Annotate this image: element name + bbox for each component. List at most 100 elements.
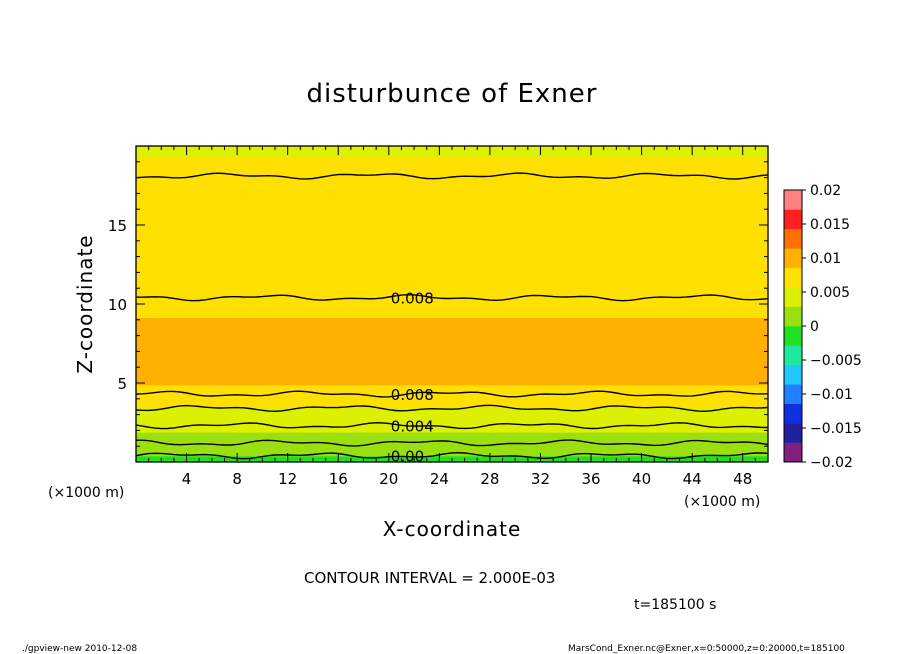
colorbar-swatch <box>784 248 802 269</box>
colorbar-swatch <box>784 267 802 288</box>
field-cell <box>136 374 768 378</box>
field-cell <box>136 343 768 346</box>
colorbar-swatch <box>784 403 802 424</box>
field-cell <box>136 258 768 261</box>
field-cell <box>136 246 768 249</box>
field-cell <box>136 424 768 427</box>
colorbar-swatch <box>784 345 802 366</box>
field-cell <box>136 402 768 406</box>
x-tick-label: 40 <box>632 470 651 488</box>
field-cell <box>136 187 768 190</box>
field-cell <box>136 341 768 344</box>
field-cell <box>136 173 768 176</box>
field-cell <box>136 276 768 279</box>
field-cell <box>136 183 768 186</box>
field-cell <box>136 260 768 263</box>
plot-area <box>136 145 768 463</box>
x-axis-label: X-coordinate <box>383 517 522 541</box>
colorbar-swatch <box>784 190 802 210</box>
field-cell <box>136 443 768 447</box>
colorbar-tick-label: 0.02 <box>810 183 841 199</box>
field-cell <box>136 355 768 358</box>
field-cell <box>136 287 768 291</box>
field-cell <box>136 171 768 174</box>
field-cell <box>136 390 768 394</box>
field-cell <box>136 309 768 313</box>
colorbar-swatch <box>784 287 802 307</box>
colorbar-tick-label: 0.015 <box>810 217 850 233</box>
field-cell <box>136 432 768 435</box>
contour-line <box>136 293 769 302</box>
colorbar-tick-label: −0.005 <box>810 353 862 369</box>
field-cell <box>136 345 768 348</box>
field-cell <box>136 325 768 328</box>
field-cell <box>136 438 768 441</box>
contour-line <box>135 390 769 398</box>
field-cell <box>136 149 768 153</box>
field-cell <box>136 317 768 321</box>
field-cell <box>136 185 768 188</box>
field-cell <box>136 266 768 269</box>
x-tick-label: 24 <box>430 470 449 488</box>
field-cell <box>136 351 768 354</box>
field-cell <box>136 206 768 210</box>
field-cell <box>136 250 768 253</box>
field-cell <box>136 372 768 376</box>
field-cell <box>136 319 768 323</box>
field-cell <box>136 418 768 421</box>
field-cell <box>136 240 768 244</box>
field-cell <box>136 163 768 167</box>
colorbar-tick-label: −0.01 <box>810 387 853 403</box>
field-cell <box>136 422 768 425</box>
field-cell <box>136 165 768 169</box>
field-cell <box>136 242 768 246</box>
colorbar-swatch <box>784 228 802 249</box>
field-cell <box>136 378 768 382</box>
field-cell <box>136 441 768 445</box>
field-cell <box>136 278 768 281</box>
field-cell <box>136 414 768 417</box>
field-cell <box>136 201 768 204</box>
x-unit-right: (×1000 m) <box>684 494 760 510</box>
x-tick-label: 48 <box>733 470 752 488</box>
field-cell <box>136 199 768 202</box>
field-cell <box>136 295 768 299</box>
colorbar: 0.02 0.015 0.01 0.005 0 −0.005 −0.01 −0.015 −0.0… <box>783 183 862 471</box>
field-cell <box>136 370 768 374</box>
field-cell <box>136 329 768 332</box>
field-cell <box>136 195 768 198</box>
field-cell <box>136 357 768 360</box>
field-cell <box>136 169 768 172</box>
field-cell <box>136 264 768 267</box>
x-tick-label: 4 <box>182 470 192 488</box>
field-cell <box>136 339 768 342</box>
field-cell <box>136 335 768 338</box>
field-cell <box>136 167 768 170</box>
field-cell <box>136 289 768 293</box>
field-cell <box>136 268 768 271</box>
contour-label: 0.00 <box>391 448 424 466</box>
field-cell <box>136 398 768 402</box>
field-cell <box>136 293 768 297</box>
field-cell <box>136 410 768 413</box>
contour-line <box>135 404 769 413</box>
field-cell <box>136 232 768 236</box>
field-cell <box>136 347 768 350</box>
field-cell <box>136 400 768 404</box>
colorbar-swatch <box>784 209 802 230</box>
field-cell <box>136 157 768 161</box>
contour-lines: 0.00 0.004 0.008 0.008 <box>135 172 769 466</box>
colorbar-tick-label: −0.015 <box>810 421 862 437</box>
contour-label: 0.008 <box>391 386 434 404</box>
field-cell <box>136 256 768 259</box>
field-cell <box>136 449 768 453</box>
field-cell <box>136 382 768 386</box>
field-cell <box>136 155 768 159</box>
field-cell <box>136 212 768 216</box>
field-cell <box>136 349 768 352</box>
field-cell <box>136 193 768 196</box>
x-tick-label: 28 <box>480 470 499 488</box>
field-cell <box>136 161 768 165</box>
chart-title: disturbunce of Exner <box>307 79 598 109</box>
